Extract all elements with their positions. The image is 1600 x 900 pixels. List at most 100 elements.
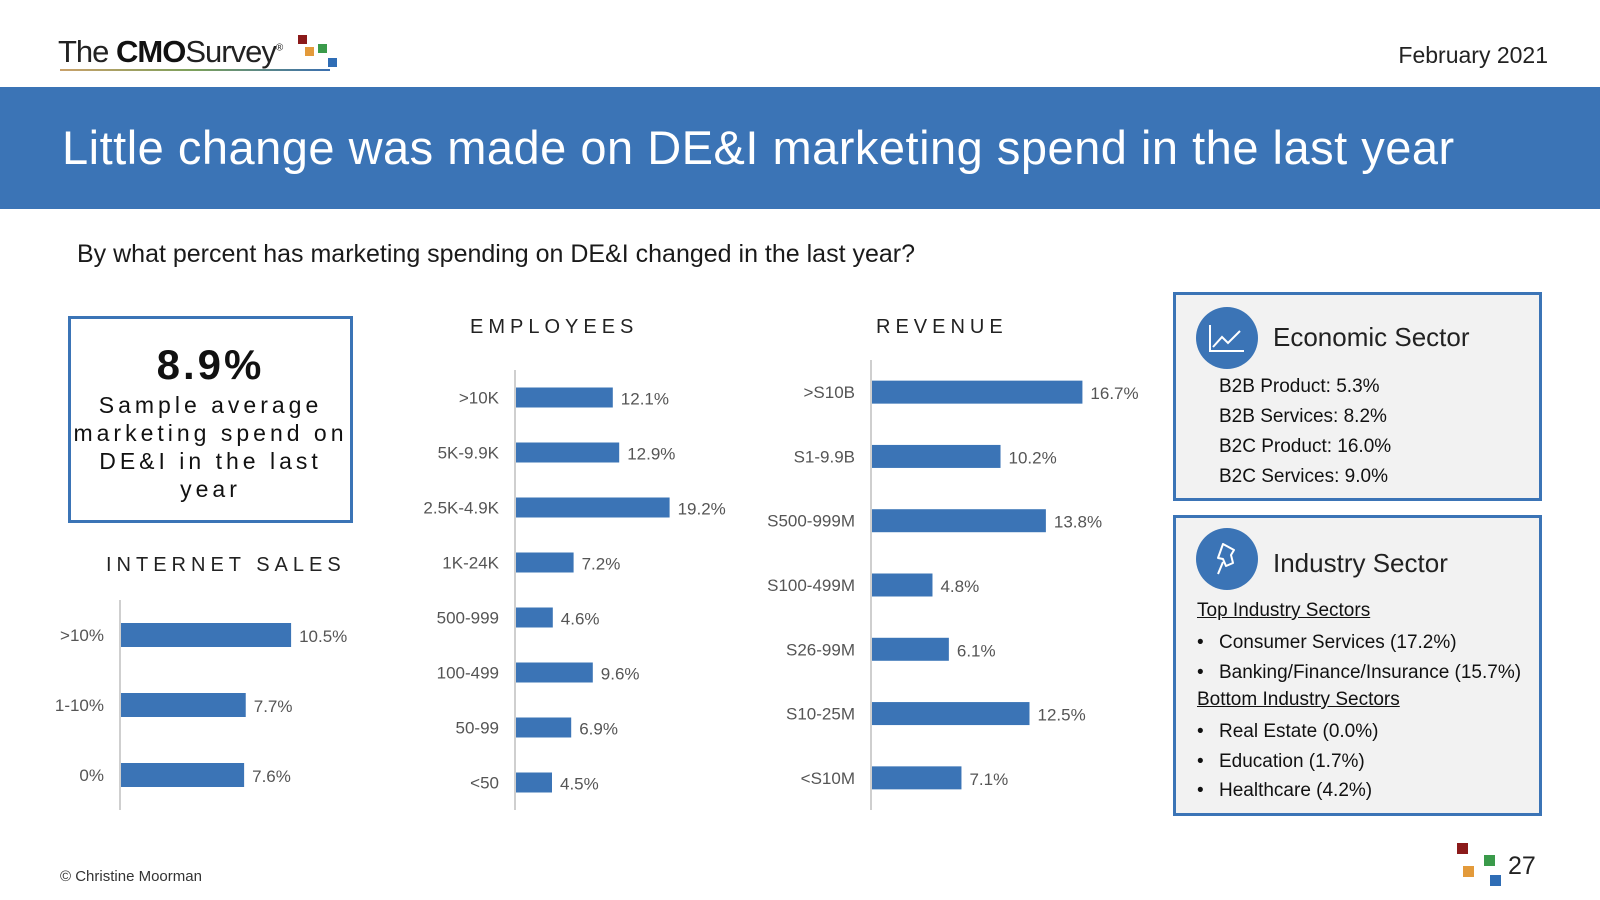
economic-item: B2C Product: 16.0% [1219,436,1392,457]
bar [872,637,949,661]
chart-title-internet-sales: INTERNET SALES [106,554,346,576]
logo-square-green [318,44,327,53]
sample-average-box: 8.9% Sample average marketing spend on D… [68,316,353,523]
report-date: February 2021 [1398,42,1548,68]
footer-square-red [1457,843,1468,854]
economic-sector-title: Economic Sector [1273,322,1470,352]
logo-wordmark: The CMOSurvey® [58,34,283,70]
logo-the: The [58,34,109,69]
sample-average-label: Sample average marketing spend on DE&I i… [73,392,348,502]
value-label: 4.6% [561,610,600,629]
bottom-industry-list: Real Estate (0.0%) Education (1.7%) Heal… [1197,717,1378,806]
bar [516,717,572,738]
category-label: 2.5K-4.9K [423,499,499,518]
category-label: >10% [60,626,104,645]
value-label: 7.6% [252,767,291,786]
bar [872,573,933,597]
value-label: 6.1% [957,641,996,660]
bar [872,509,1046,533]
industry-item: Banking/Finance/Insurance (15.7%) [1197,658,1521,688]
survey-question: By what percent has marketing spending o… [77,240,916,268]
category-label: >10K [459,389,500,408]
value-label: 4.5% [560,775,599,794]
category-label: 5K-9.9K [438,444,500,463]
title-banner [0,87,1600,209]
bar [121,623,292,647]
pushpin-icon [1196,528,1258,590]
cmo-survey-logo: The CMOSurvey® [58,30,348,74]
industry-item: Real Estate (0.0%) [1197,717,1378,747]
logo-survey: Survey [185,34,276,69]
bar [121,763,245,787]
bar [516,552,574,573]
logo-underline [60,69,330,71]
economic-sector-list: B2B Product: 5.3% B2B Services: 8.2% B2C… [1219,372,1391,492]
category-label: <50 [470,774,499,793]
economic-item: B2B Services: 8.2% [1219,406,1387,427]
top-industry-list: Consumer Services (17.2%) Banking/Financ… [1197,628,1521,687]
value-label: 12.1% [621,390,669,409]
top-industry-label: Top Industry Sectors [1197,600,1371,621]
employees-chart: >10K 12.1% 5K-9.9K 12.9% 2.5K-4.9K 19.2% 1K-24… [423,370,726,810]
logo-square-blue [328,58,337,67]
logo-square-orange [305,47,314,56]
industry-sector-box: Industry Sector Top Industry Sectors Con… [1173,515,1542,816]
category-label: S1-9.9B [794,447,855,466]
category-label: <S10M [801,769,855,788]
value-label: 16.7% [1090,384,1138,403]
category-label: 1K-24K [442,554,499,573]
page-title: Little change was made on DE&I marketing… [62,121,1455,174]
line-chart-icon [1196,307,1258,369]
category-label: S26-99M [786,640,855,659]
footer-square-blue [1490,875,1501,886]
category-label: 0% [79,766,104,785]
bar [516,387,613,408]
economic-item: B2C Services: 9.0% [1219,466,1388,487]
bar [872,380,1083,404]
category-label: 100-499 [437,664,499,683]
value-label: 10.2% [1009,448,1057,467]
sample-average-value: 8.9% [156,341,265,388]
logo-registered-mark: ® [275,42,283,54]
page-number: 27 [1508,852,1536,880]
bar [121,693,246,717]
industry-item: Education (1.7%) [1197,747,1378,777]
value-label: 10.5% [299,627,347,646]
bar [516,497,670,518]
category-label: 50-99 [456,719,499,738]
bar [516,662,593,683]
value-label: 19.2% [678,500,726,519]
bottom-industry-label: Bottom Industry Sectors [1197,689,1400,710]
category-label: 500-999 [437,609,499,628]
bar [516,772,552,793]
bar [872,444,1001,468]
value-label: 7.1% [969,770,1008,789]
value-label: 9.6% [601,665,640,684]
bar [516,607,553,628]
category-label: 1-10% [55,696,104,715]
value-label: 7.7% [254,697,293,716]
value-label: 7.2% [582,555,621,574]
value-label: 13.8% [1054,513,1102,532]
industry-sector-title: Industry Sector [1273,548,1448,578]
revenue-chart: >S10B 16.7% S1-9.9B 10.2% S500-999M 13.8% S100… [767,360,1139,810]
footer-square-green [1484,855,1495,866]
footer-square-orange [1463,866,1474,877]
chart-title-revenue: REVENUE [876,316,1008,338]
industry-item: Consumer Services (17.2%) [1197,628,1521,658]
bar [516,442,620,463]
value-label: 6.9% [579,720,618,739]
industry-item: Healthcare (4.2%) [1197,776,1378,806]
economic-item: B2B Product: 5.3% [1219,376,1380,397]
category-label: >S10B [803,383,855,402]
value-label: 4.8% [940,577,979,596]
logo-square-red [298,35,307,44]
category-label: S500-999M [767,512,855,531]
bar [872,702,1030,726]
copyright: © Christine Moorman [60,868,202,885]
economic-sector-box: Economic Sector B2B Product: 5.3% B2B Se… [1173,292,1542,501]
value-label: 12.5% [1038,706,1086,725]
category-label: S100-499M [767,576,855,595]
value-label: 12.9% [627,445,675,464]
internet-sales-chart: >10% 10.5% 1-10% 7.7% 0% 7.6% [55,600,347,810]
